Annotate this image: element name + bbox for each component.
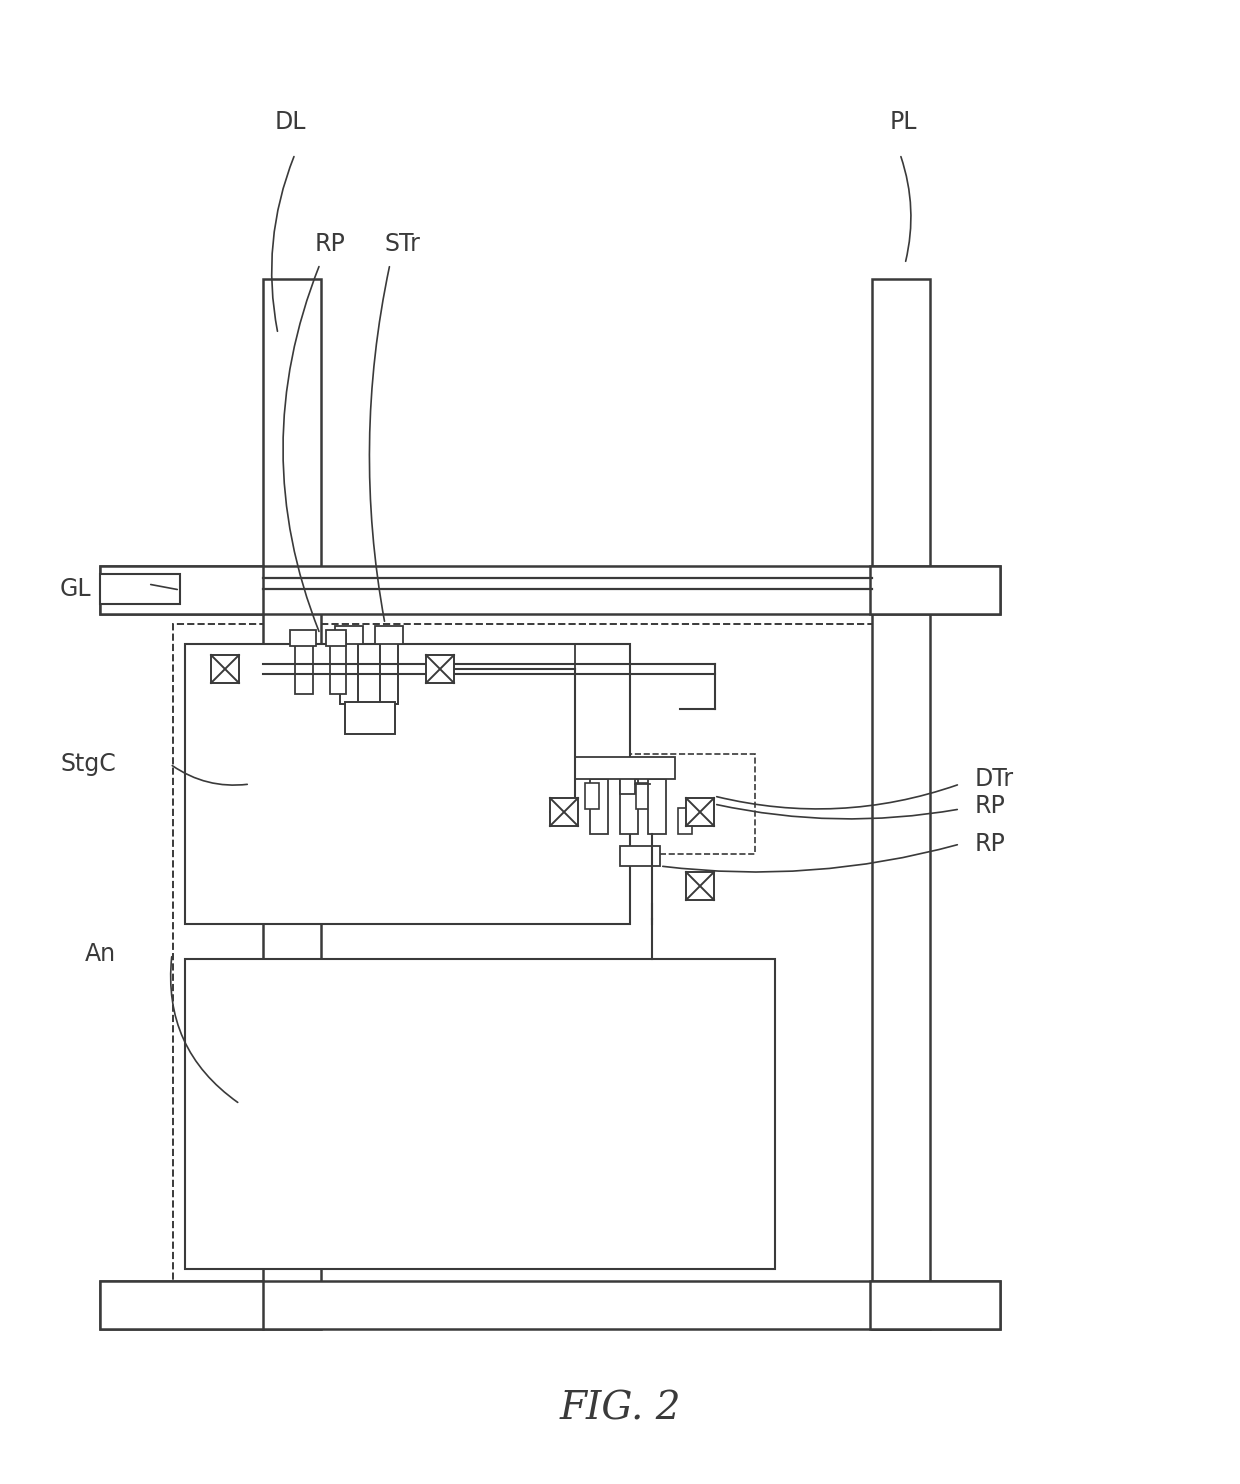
Text: RP: RP <box>975 833 1006 856</box>
Bar <box>870 565 999 614</box>
Bar <box>620 769 635 794</box>
Bar <box>575 757 675 779</box>
Text: GL: GL <box>60 577 92 601</box>
Text: An: An <box>86 942 117 966</box>
Bar <box>100 574 180 604</box>
Bar <box>649 779 666 834</box>
Bar <box>211 654 239 683</box>
Bar <box>636 784 650 809</box>
Bar <box>290 631 316 646</box>
Bar <box>330 634 346 695</box>
Bar <box>374 626 403 644</box>
Bar <box>379 634 398 703</box>
Bar <box>620 846 660 867</box>
Bar <box>174 623 910 1284</box>
Bar <box>100 1281 263 1330</box>
Text: PL: PL <box>889 110 916 134</box>
Bar <box>335 626 363 644</box>
Bar <box>872 279 930 1330</box>
Text: DL: DL <box>274 110 306 134</box>
Bar <box>185 959 775 1269</box>
Bar <box>185 644 630 925</box>
Bar <box>100 565 263 614</box>
Text: FIG. 2: FIG. 2 <box>559 1391 681 1428</box>
Bar <box>340 634 358 703</box>
Bar <box>870 1281 999 1330</box>
Bar <box>686 873 714 899</box>
Bar <box>678 807 692 834</box>
Bar <box>345 702 396 735</box>
Text: RP: RP <box>975 794 1006 818</box>
Bar <box>686 798 714 827</box>
Bar <box>100 1281 999 1330</box>
Text: StgC: StgC <box>60 752 115 776</box>
Bar <box>585 784 599 809</box>
Text: STr: STr <box>384 232 420 257</box>
Bar <box>551 798 578 827</box>
Bar <box>100 565 999 614</box>
Bar <box>620 779 639 834</box>
Bar <box>263 279 321 1330</box>
Text: RP: RP <box>315 232 346 257</box>
Bar <box>326 631 346 646</box>
Bar <box>295 634 312 695</box>
Text: DTr: DTr <box>975 767 1014 791</box>
Bar <box>546 754 755 853</box>
Bar <box>427 654 454 683</box>
Bar <box>590 779 608 834</box>
